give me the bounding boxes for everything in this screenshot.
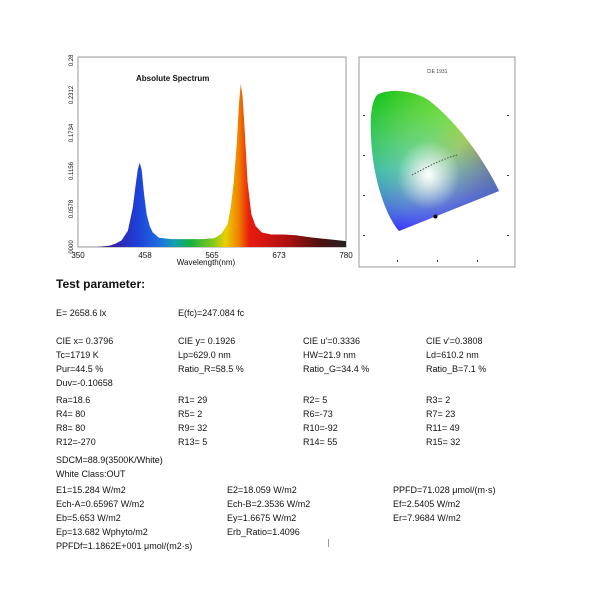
param-value: R5= 2: [178, 409, 203, 419]
test-parameter-title: Test parameter:: [56, 277, 146, 291]
spectrum-y-tick-label: 0.2890: [69, 55, 75, 66]
param-value: PPFDf=1.1862E+001 μmol/(m2·s): [56, 541, 193, 551]
param-value: CIE u'=0.3336: [303, 336, 361, 346]
param-value: E= 2658.6 lx: [56, 308, 107, 318]
cie-measured-point: [433, 214, 438, 219]
param-value: Ratio_B=7.1 %: [426, 364, 487, 374]
spectrum-x-tick-label: 780: [339, 251, 353, 260]
param-value: CIE y= 0.1926: [178, 336, 236, 346]
param-value: Pur=44.5 %: [56, 364, 104, 374]
param-value: HW=21.9 nm: [303, 350, 356, 360]
spectrum-chart-panel: 350 458 565 673 780 0000 0.0578 0.1156 0.1734 0.…: [56, 47, 354, 271]
cie-horseshoe-white: [370, 90, 499, 232]
param-value: R1= 29: [178, 395, 208, 405]
param-value: Ef=2.5405 W/m2: [393, 499, 461, 509]
param-value: CIE v'=0.3808: [426, 336, 483, 346]
param-value: R4= 80: [56, 409, 86, 419]
param-value: R7= 23: [426, 409, 456, 419]
param-value: E2=18.059 W/m2: [227, 485, 297, 495]
spectrum-chart: 350 458 565 673 780 0000 0.0578 0.1156 0.1734 0.…: [69, 47, 353, 267]
planckian-locus: [411, 154, 458, 176]
param-value: Ey=1.6675 W/m2: [227, 513, 297, 523]
spectrum-area: [78, 84, 346, 247]
param-value: SDCM=88.9(3500K/White): [56, 455, 163, 465]
param-value: R11= 49: [426, 423, 460, 433]
param-value: R10=-92: [303, 423, 338, 433]
spectrum-x-tick-label: 673: [272, 251, 286, 260]
param-value: R3= 2: [426, 395, 451, 405]
param-value: Er=7.9684 W/m2: [393, 513, 461, 523]
spectrum-y-tick-label: 0.1156: [69, 161, 75, 180]
cie-chromaticity-chart: CIE 1931: [358, 56, 516, 268]
spectrum-plot-frame: [77, 56, 347, 248]
cie-header-text: CIE 1931: [427, 69, 448, 75]
param-value: R9= 32: [178, 423, 208, 433]
param-value: R13= 5: [178, 437, 208, 447]
param-value: R6=-73: [303, 409, 333, 419]
param-value: R12=-270: [56, 437, 96, 447]
param-value: Eb=5.653 W/m2: [56, 513, 121, 523]
param-value: R8= 80: [56, 423, 86, 433]
spectrum-x-tick-label: 458: [138, 251, 152, 260]
param-value: Erb_Ratio=1.4096: [227, 527, 300, 537]
param-value: Ra=18.6: [56, 395, 91, 405]
param-value: Ep=13.682 Wphyto/m2: [56, 527, 148, 537]
spectrum-title: Absolute Spectrum: [136, 74, 209, 83]
param-value: CIE x= 0.3796: [56, 336, 114, 346]
param-value: Ech-B=2.3536 W/m2: [227, 499, 311, 509]
param-value: R15= 32: [426, 437, 461, 447]
param-value: Ratio_R=58.5 %: [178, 364, 244, 374]
param-value: Lp=629.0 nm: [178, 350, 231, 360]
param-value: R14= 55: [303, 437, 338, 447]
spectrum-x-tick-label: 565: [205, 251, 219, 260]
param-value: E(fc)=247.084 fc: [178, 308, 245, 318]
param-value: Duv=-0.10658: [56, 378, 113, 388]
param-value: White Class:OUT: [56, 469, 126, 479]
param-value: Ratio_G=34.4 %: [303, 364, 370, 374]
spectrum-y-tick-label: 0.1734: [69, 123, 75, 142]
cie-chart-panel: CIE 1931: [357, 55, 519, 271]
bottom-divider: [328, 539, 329, 547]
spectrum-y-tick-label: 0.2312: [69, 85, 75, 104]
param-value: PPFD=71.028 μmol/(m·s): [393, 485, 496, 495]
spectrum-y-tick-label: 0.0578: [69, 199, 75, 218]
param-value: Ech-A=0.65967 W/m2: [56, 499, 145, 509]
spectrum-y-tick-label: 0000: [69, 240, 75, 254]
cie-tick-marks: [363, 115, 509, 262]
param-value: Ld=610.2 nm: [426, 350, 479, 360]
param-value: Tc=1719 K: [56, 350, 99, 360]
param-value: E1=15.284 W/m2: [56, 485, 126, 495]
spectrum-x-tick-label: 350: [71, 251, 85, 260]
param-value: R2= 5: [303, 395, 328, 405]
spectrum-xlabel: Wavelength(nm): [177, 258, 236, 267]
